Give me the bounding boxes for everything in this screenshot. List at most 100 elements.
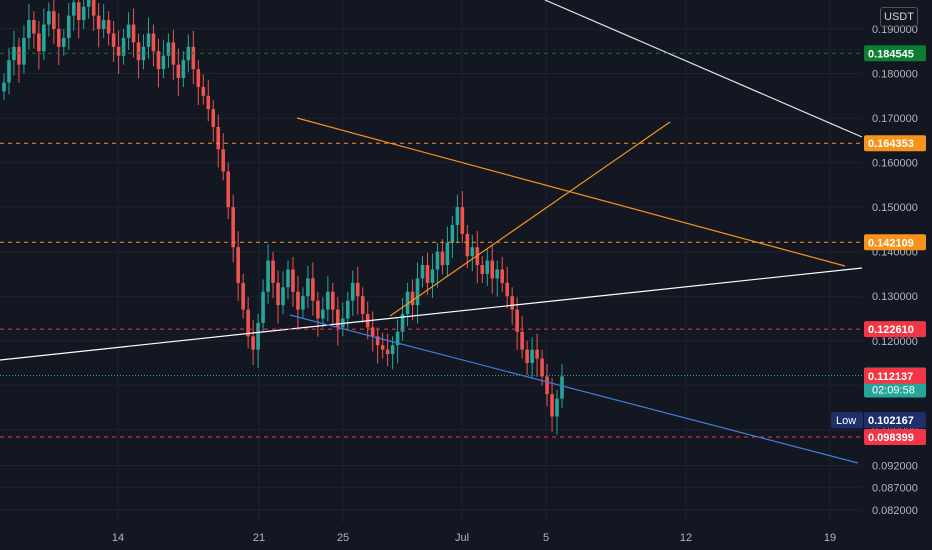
currency-badge[interactable]: USDT [880, 7, 918, 27]
candle-body [81, 6, 86, 21]
candle-body [7, 60, 11, 83]
candle-body [141, 46, 146, 61]
candle-body [535, 349, 539, 359]
x-tick-label: 19 [824, 532, 836, 544]
candle-body [555, 398, 559, 417]
candle-body [430, 269, 435, 283]
candle-body [326, 291, 330, 310]
candle-body [286, 269, 290, 288]
candle-body [360, 296, 365, 315]
candle-body [181, 60, 186, 78]
candle-body [296, 291, 300, 310]
price-tag-bg [864, 45, 926, 62]
candle-body [515, 309, 519, 332]
candle-body [520, 331, 524, 350]
candle-body [465, 233, 470, 257]
candle-body [116, 46, 121, 56]
candle-body [390, 345, 395, 355]
candle-body [61, 37, 66, 47]
candle-body [380, 345, 385, 350]
x-tick-label: 12 [680, 532, 692, 544]
candle-body [375, 336, 380, 346]
candle-body [425, 265, 430, 283]
candle-body [485, 260, 490, 274]
candle-body [510, 296, 514, 310]
candle-body [445, 242, 450, 266]
candle-body [490, 260, 495, 279]
candle-body [196, 69, 201, 87]
candle-body [101, 20, 106, 29]
candle-body [91, 0, 96, 16]
x-tick-label: 25 [337, 532, 349, 544]
price-tag: 0.098399 [868, 432, 914, 444]
candle-body [37, 33, 41, 52]
candle-body [66, 15, 71, 38]
candle-body [47, 11, 51, 25]
trendline-support [0, 267, 863, 361]
candle-body [311, 278, 315, 301]
price-tag: 0.122610 [868, 324, 914, 336]
y-tick-label: 0.150000 [872, 202, 918, 214]
candle-body [176, 64, 181, 78]
y-tick-label: 0.190000 [872, 24, 918, 36]
y-tick-label: 0.092000 [872, 460, 918, 472]
candle-body [32, 20, 36, 34]
candle-body [86, 0, 91, 7]
candle-body [306, 278, 310, 297]
candle-body [166, 42, 171, 56]
candle-body [106, 20, 111, 34]
low-label-bg [831, 412, 863, 429]
ask-price-tag-bg [864, 367, 926, 384]
candle-body [495, 269, 500, 279]
ask-price-tag: 0.112137 [868, 371, 913, 383]
y-tick-label: 0.120000 [872, 336, 918, 348]
candle-body [171, 42, 176, 65]
candle-body [525, 349, 529, 364]
candle-body [121, 37, 126, 56]
candle-body [206, 95, 211, 110]
candle-body [22, 37, 26, 65]
candle-body [281, 287, 285, 306]
candle-body [266, 260, 270, 292]
current-price-tag-countdown: 02:09:58 [872, 384, 915, 396]
price-tag-bg [864, 135, 926, 152]
candle-body [271, 260, 275, 283]
candle-body [345, 300, 350, 319]
candle-body [331, 291, 335, 310]
y-tick-label: 0.160000 [872, 158, 918, 170]
candle-body [17, 46, 21, 65]
x-tick-label: Jul [455, 532, 469, 544]
candle-body [71, 2, 76, 16]
candle-body [211, 109, 216, 127]
candle-body [201, 86, 206, 96]
candle-body [261, 291, 265, 323]
price-tag-bg [864, 428, 926, 445]
candle-body [540, 358, 544, 377]
candle-body [126, 24, 131, 38]
y-tick-label: 0.170000 [872, 113, 918, 125]
y-tick-label: 0.087000 [872, 483, 918, 495]
candle-body [231, 207, 235, 248]
price-tag: 0.184545 [868, 48, 914, 60]
price-tag-bg [864, 234, 926, 251]
candle-body [405, 291, 410, 315]
candle-body [470, 247, 475, 257]
candle-body [27, 20, 31, 38]
x-tick-label: 21 [253, 532, 265, 544]
candle-body [460, 207, 465, 234]
price-tag: 0.164353 [868, 138, 914, 150]
trendline-resistance [544, 0, 863, 138]
candle-body [57, 29, 61, 47]
candle-body [336, 309, 340, 328]
x-tick-label: 5 [543, 532, 549, 544]
candle-body [131, 24, 136, 43]
candle-body [251, 336, 255, 350]
candle-body [321, 309, 325, 319]
candle-body [246, 309, 250, 337]
candle-body [12, 46, 16, 61]
candle-body [415, 278, 420, 306]
candle-body [455, 207, 460, 225]
price-tag-bg [864, 321, 926, 338]
candle-body [76, 2, 81, 21]
